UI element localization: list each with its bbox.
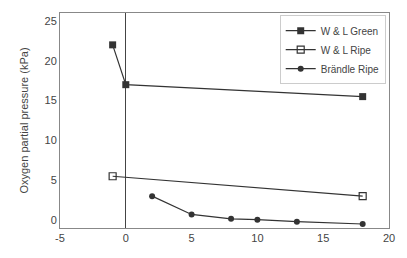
svg-text:20: 20 bbox=[45, 55, 57, 67]
svg-text:W & L Ripe: W & L Ripe bbox=[321, 45, 372, 56]
svg-text:0: 0 bbox=[51, 214, 57, 226]
svg-text:10: 10 bbox=[251, 232, 263, 244]
svg-text:0: 0 bbox=[123, 232, 129, 244]
svg-text:10: 10 bbox=[45, 134, 57, 146]
svg-text:25: 25 bbox=[45, 15, 57, 27]
svg-text:15: 15 bbox=[317, 232, 329, 244]
svg-text:20: 20 bbox=[383, 232, 395, 244]
svg-text:W & L Green: W & L Green bbox=[321, 26, 378, 37]
svg-text:-5: -5 bbox=[55, 232, 65, 244]
svg-text:Brändle Ripe: Brändle Ripe bbox=[321, 64, 379, 75]
svg-text:5: 5 bbox=[189, 232, 195, 244]
svg-text:Oxygen partial pressure (kPa): Oxygen partial pressure (kPa) bbox=[18, 47, 30, 193]
svg-text:5: 5 bbox=[51, 174, 57, 186]
svg-text:15: 15 bbox=[45, 94, 57, 106]
